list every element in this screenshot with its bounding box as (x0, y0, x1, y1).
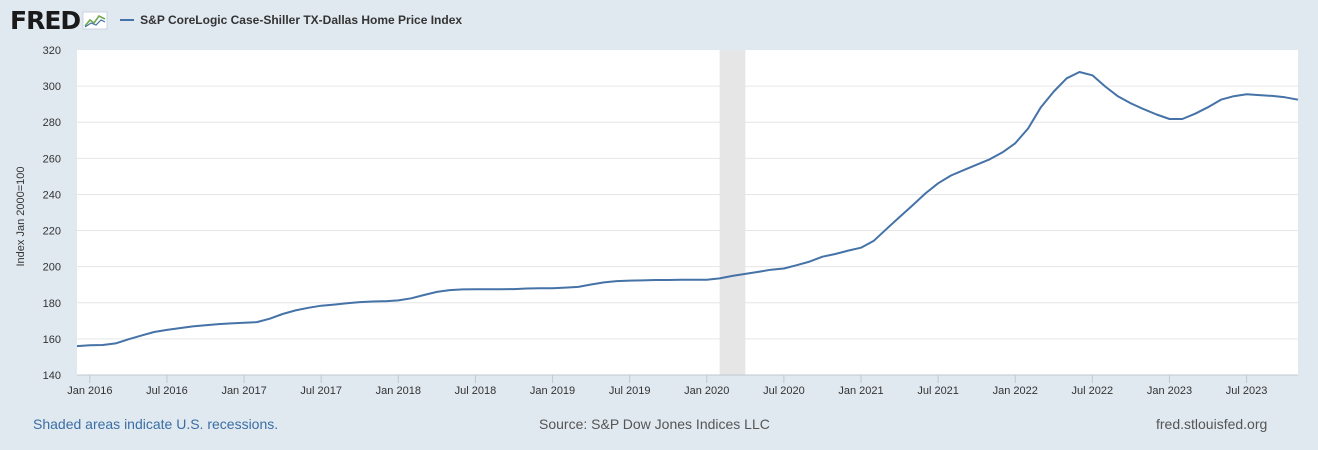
chart-legend[interactable]: S&P CoreLogic Case-Shiller TX-Dallas Hom… (120, 13, 462, 27)
x-tick-label: Jan 2017 (221, 385, 266, 397)
site-link[interactable]: fred.stlouisfed.org (1156, 416, 1268, 432)
fred-logo-text: FRED (10, 5, 81, 35)
y-tick-label: 160 (43, 334, 61, 346)
fred-logo[interactable]: FRED (10, 6, 108, 35)
recession-note: Shaded areas indicate U.S. recessions. (33, 416, 279, 432)
y-tick-label: 140 (43, 370, 61, 382)
y-tick-label: 200 (43, 262, 61, 274)
x-tick-label: Jul 2022 (1072, 385, 1114, 397)
y-axis-label: Index Jan 2000=100 (15, 166, 27, 266)
y-tick-label: 180 (43, 298, 61, 310)
x-tick-label: Jan 2023 (1147, 385, 1192, 397)
x-tick-label: Jan 2016 (67, 385, 112, 397)
x-tick-label: Jan 2020 (684, 385, 729, 397)
y-tick-label: 260 (43, 153, 61, 165)
legend-label: S&P CoreLogic Case-Shiller TX-Dallas Hom… (140, 13, 463, 27)
x-tick-label: Jul 2018 (455, 385, 497, 397)
x-tick-label: Jul 2020 (763, 385, 805, 397)
x-tick-label: Jul 2023 (1226, 385, 1268, 397)
chart-header: FRED S&P CoreLogic Case-Shiller TX-Dalla… (10, 6, 462, 35)
y-tick-label: 320 (43, 45, 61, 57)
x-tick-label: Jan 2018 (376, 385, 421, 397)
x-tick-label: Jan 2021 (838, 385, 883, 397)
x-tick-label: Jul 2017 (300, 385, 342, 397)
y-tick-label: 280 (43, 117, 61, 129)
legend-swatch (120, 19, 135, 21)
x-tick-label: Jan 2022 (993, 385, 1038, 397)
x-tick-label: Jul 2019 (609, 385, 651, 397)
series-line (76, 71, 1299, 348)
y-tick-label: 300 (43, 81, 61, 93)
y-tick-label: 220 (43, 226, 61, 238)
x-tick-label: Jul 2016 (146, 385, 188, 397)
recession-shade (719, 50, 746, 375)
source-credit: Source: S&P Dow Jones Indices LLC (539, 416, 770, 432)
plot-area (77, 50, 1298, 375)
y-tick-label: 240 (43, 189, 61, 201)
x-tick-label: Jan 2019 (530, 385, 575, 397)
x-tick-label: Jul 2021 (917, 385, 959, 397)
chart-graph-icon (82, 11, 108, 30)
